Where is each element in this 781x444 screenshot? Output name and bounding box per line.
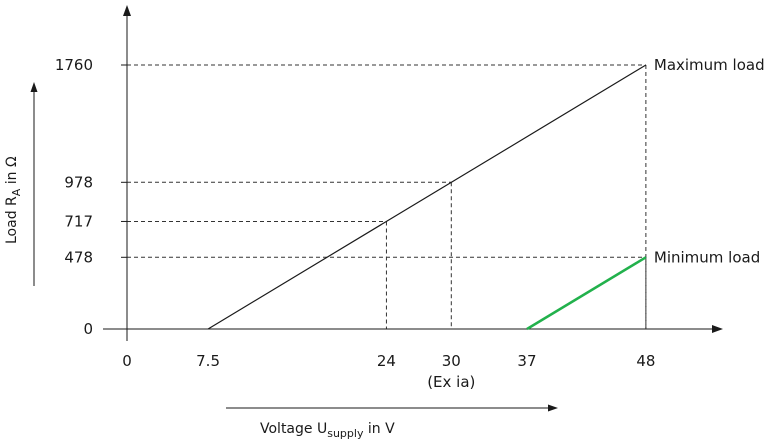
y-axis-title-subscript: A xyxy=(10,188,23,196)
x-tick-note-ex-ia: (Ex ia) xyxy=(427,373,475,391)
x-axis-title-arrowhead xyxy=(548,404,558,412)
y-tick-label: 1760 xyxy=(55,56,93,74)
axes xyxy=(103,5,723,341)
tick-labels: 0 478 717 978 1760 0 7.5 24 30 37 48 (Ex ia) xyxy=(55,56,656,391)
minimum-load-label: Minimum load xyxy=(654,248,760,266)
x-tick-label: 0 xyxy=(122,352,132,370)
y-axis-arrowhead xyxy=(123,5,131,16)
x-axis-title-unit: in V xyxy=(363,421,395,437)
x-axis-title-subscript: supply xyxy=(327,427,364,440)
y-axis-title-main: Load R xyxy=(4,196,20,244)
y-axis-title: Load RA in Ω xyxy=(4,156,23,244)
y-tick-label: 717 xyxy=(64,212,93,230)
y-tick-label: 978 xyxy=(64,173,93,191)
x-axis-arrowhead xyxy=(712,325,723,333)
dashed-guides xyxy=(127,64,647,329)
x-tick-label: 30 xyxy=(442,352,461,370)
x-tick-label: 37 xyxy=(517,352,536,370)
maximum-load-line xyxy=(207,64,647,330)
maximum-load-label: Maximum load xyxy=(654,56,765,74)
x-axis-title: Voltage Usupply in V xyxy=(260,421,395,440)
y-axis-title-unit: in Ω xyxy=(4,156,20,189)
axis-titles: Voltage Usupply in V Load RA in Ω xyxy=(4,82,558,440)
y-tick-label: 478 xyxy=(64,248,93,266)
x-tick-label: 48 xyxy=(636,352,655,370)
series-lines xyxy=(207,64,647,331)
x-tick-label: 7.5 xyxy=(196,352,220,370)
series-annotations: Maximum load Minimum load xyxy=(654,56,765,266)
y-tick-label: 0 xyxy=(83,320,93,338)
x-axis-title-main: Voltage U xyxy=(260,421,327,437)
y-axis-title-arrowhead xyxy=(30,82,38,92)
minimum-load-line xyxy=(526,256,647,331)
x-tick-label: 24 xyxy=(377,352,396,370)
